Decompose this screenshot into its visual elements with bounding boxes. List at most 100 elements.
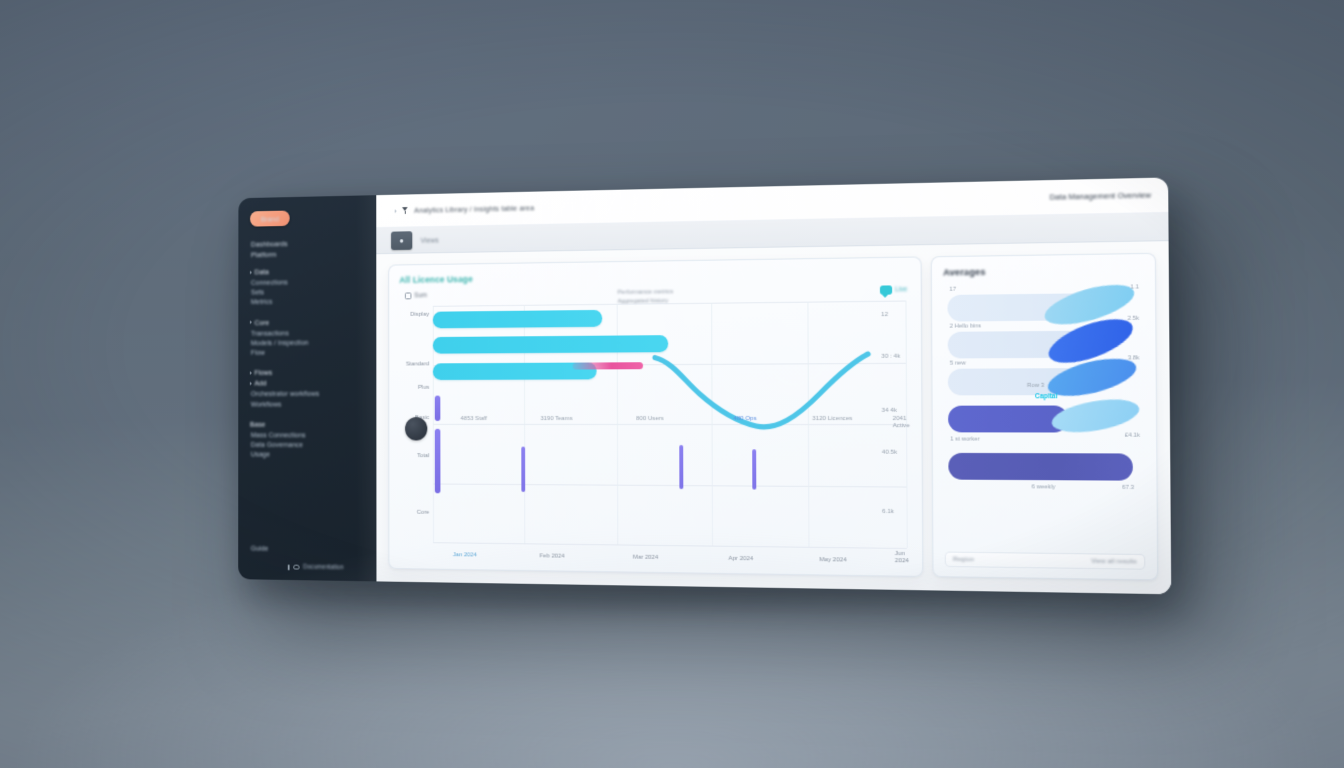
chart-licence-usage: Sum Performance metrics Aggregated histo… (399, 285, 911, 566)
mid-label: 4853 Staff (460, 415, 487, 422)
brand-logo[interactable]: Brand (250, 210, 290, 227)
sidebar-item-data-governance[interactable]: Data Governance (250, 440, 365, 450)
avg-mid-label-3: Row 3 (1026, 382, 1045, 390)
funnel-icon[interactable] (402, 207, 408, 215)
card-title: Averages (943, 266, 986, 278)
avg-row-label-5: 6 weekly (1031, 484, 1056, 491)
x-tick-label: Jan 2024 (452, 551, 477, 559)
avg-value-label-2: 2.5k (1127, 315, 1140, 323)
sidebar-item-guide[interactable]: Guide (250, 544, 365, 555)
sidebar-group-core: Core Transactions Models / Inspection Fl… (249, 317, 364, 358)
averages-footer-right[interactable]: View all results (1091, 557, 1137, 566)
pin-icon: ● (399, 235, 404, 245)
breadcrumb[interactable]: Analytics Library / Insights table area (414, 203, 535, 215)
sidebar-item-mass-connections[interactable]: Mass Connections (250, 430, 365, 440)
sidebar-group-header-flows[interactable]: Flows (249, 368, 364, 378)
sidebar-group-base: Base Mass Connections Data Governance Us… (250, 420, 365, 460)
pin-icon-button[interactable]: ● (391, 230, 413, 250)
avg-highlight-label: Capital (1035, 393, 1058, 401)
topbar-right-label: Data Management Overview (1049, 190, 1152, 202)
avg-bar-row-4[interactable] (948, 405, 1068, 433)
sidebar-footer-meta[interactable]: Documentation (250, 563, 365, 571)
sidebar-group-primary: Dashboards Platform (250, 238, 364, 260)
avg-value-label-1: 1.1 (1130, 284, 1140, 291)
avg-row-label-3: 5 new (949, 360, 966, 367)
chart-averages: 17 1.1 2 Hello bins 2.5k 5 new 3.8k (943, 276, 1145, 549)
sidebar-group-header-core[interactable]: Core (249, 317, 364, 327)
chart-mid-labels: 4853 Staff 3190 Teams 800 Users 480 Ops … (433, 414, 910, 429)
x-tick-label: May 2024 (819, 556, 847, 564)
chevron-right-icon (249, 381, 252, 386)
sidebar-item-flow[interactable]: Flow (250, 347, 364, 358)
sidebar-group-label: Core (254, 317, 270, 327)
sidebar-item-label: Orchestrator workflows (250, 389, 320, 399)
sidebar-group-flows: Flows Add Orchestrator workflows Workflo… (249, 368, 364, 409)
avg-blob-4 (1049, 393, 1143, 438)
sidebar-item-label: Usage (250, 449, 270, 459)
sidebar: Brand Dashboards Platform Data (238, 195, 377, 582)
avg-row-label-2: 2 Hello bins (949, 323, 981, 330)
mid-label: 3120 Licences (812, 414, 853, 423)
main-panel: Analytics Library / Insights table area … (376, 177, 1172, 595)
sidebar-group-label: Base (249, 419, 266, 429)
sidebar-group-label: Add (254, 379, 267, 388)
x-tick-label: Apr 2024 (728, 554, 754, 563)
cloud-icon (293, 564, 300, 570)
sidebar-group-label: Data (254, 267, 269, 277)
sidebar-item-metrics[interactable]: Metrics (250, 296, 364, 307)
brand-logo-label: Brand (260, 214, 279, 224)
x-tick-label: Mar 2024 (632, 553, 659, 561)
app-window: Brand Dashboards Platform Data (238, 177, 1172, 595)
sidebar-item-usage[interactable]: Usage (250, 450, 365, 460)
mid-label: 3190 Teams (540, 415, 573, 423)
sidebar-item-label: Metrics (250, 297, 273, 307)
vbar-jan[interactable] (434, 428, 441, 494)
sidebar-item-platform[interactable]: Platform (250, 248, 364, 260)
averages-footer-left[interactable]: Region (953, 555, 974, 564)
avg-value-label-4: £4.1k (1124, 432, 1141, 439)
vbar-apr[interactable] (679, 445, 684, 490)
sidebar-spacer (250, 470, 365, 541)
chart-marker-dot[interactable] (405, 417, 428, 441)
sidebar-group-header-base[interactable]: Base (250, 420, 364, 429)
mid-label: 800 Users (636, 415, 664, 423)
vbar-may[interactable] (752, 449, 757, 490)
avg-row-label-4: 1 st worker (950, 436, 980, 443)
avg-bar-row-5[interactable] (948, 452, 1133, 481)
card-averages-footer: Region View all results (944, 551, 1146, 570)
sidebar-group-header-data[interactable]: Data (250, 266, 364, 276)
content-area: All Licence Usage Sum Performance metric… (376, 241, 1172, 595)
topbar-spacer (540, 197, 1043, 207)
x-tick-label: Feb 2024 (539, 552, 565, 560)
vbar-feb[interactable] (521, 446, 526, 492)
tab-views-label[interactable]: Views (420, 235, 439, 245)
avg-value-label-3: 3.8k (1127, 355, 1140, 362)
sidebar-item-label: Mass Connections (250, 430, 306, 440)
chart-x-axis: Jan 2024 Feb 2024 Mar 2024 Apr 2024 May … (433, 546, 909, 566)
sidebar-footer-label: Documentation (303, 563, 344, 572)
topbar-right: Data Management Overview (1050, 190, 1152, 201)
sidebar-subheader-add[interactable]: Add (249, 379, 364, 388)
sidebar-item-label: Workflows (250, 399, 282, 409)
info-icon (287, 564, 290, 570)
sidebar-footer: Guide Documentation (250, 544, 365, 572)
mid-label: 2041 Active (892, 414, 910, 430)
sidebar-item-label: Guide (250, 543, 269, 553)
sidebar-item-orchestrator-workflows[interactable]: Orchestrator workflows (250, 389, 364, 399)
chevron-right-icon (394, 208, 397, 213)
mid-label: 480 Ops (733, 415, 757, 423)
avg-value-label-5: 67.3 (1122, 484, 1135, 492)
card-licence-usage: All Licence Usage Sum Performance metric… (388, 256, 924, 577)
chevron-right-icon (249, 370, 252, 375)
card-averages: Averages 17 1.1 2 Hello bins 2.5k (930, 252, 1159, 581)
sidebar-item-label: Platform (250, 249, 277, 259)
sidebar-group-label: Flows (254, 368, 273, 378)
sidebar-item-workflows[interactable]: Workflows (250, 399, 364, 409)
chevron-right-icon (249, 320, 252, 325)
chevron-right-icon (250, 270, 252, 274)
sidebar-item-label: Data Governance (250, 440, 304, 449)
chart-trend-line (399, 286, 910, 519)
avg-row-label-1: 17 (949, 286, 957, 293)
